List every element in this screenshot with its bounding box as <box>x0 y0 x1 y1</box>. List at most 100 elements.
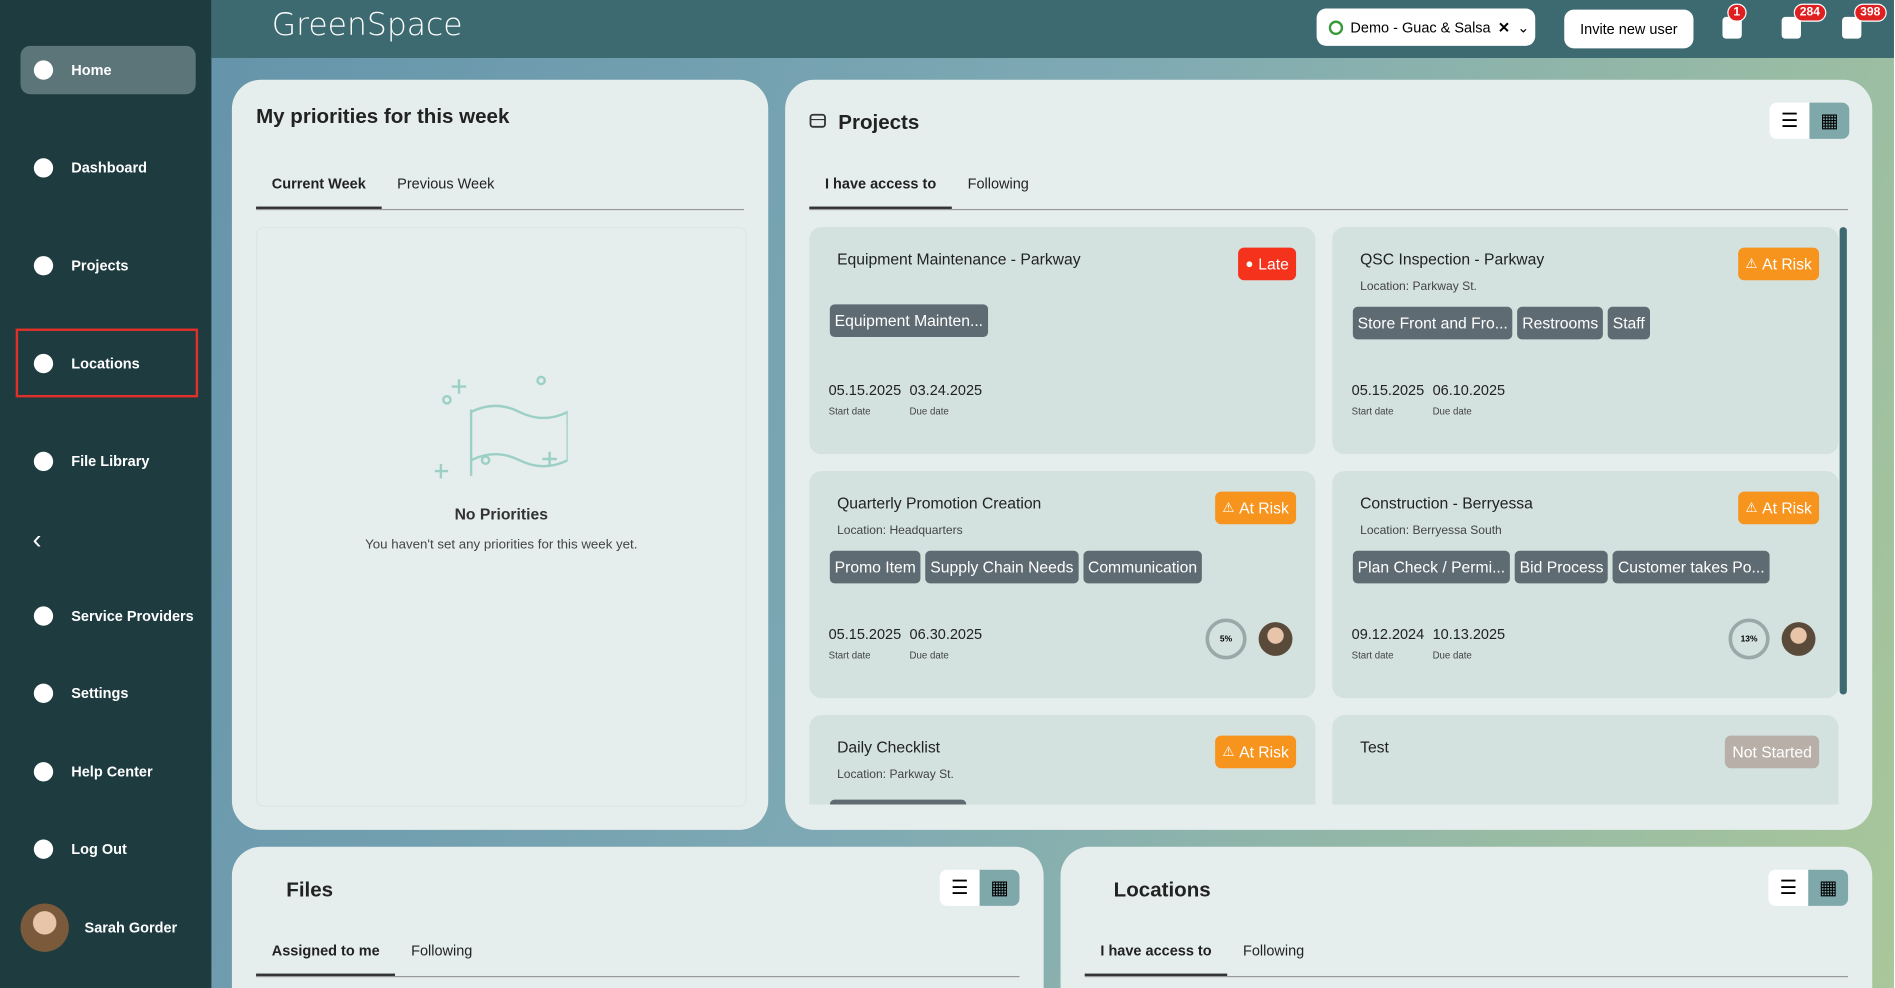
tabs: Assigned to me Following <box>256 942 1020 978</box>
date-label: Due date <box>1432 649 1472 661</box>
project-card[interactable]: Construction - Berryessa Location: Berrye… <box>1332 471 1839 699</box>
tab[interactable]: I have access to <box>1084 942 1228 976</box>
status-badge: ⚠ At Risk <box>1215 735 1297 769</box>
start-date: 09.12.2024 <box>1351 625 1425 643</box>
projects-panel: Projects ☰ ▦ I have access to Following Eq… <box>785 79 1873 830</box>
tag: Communication <box>1083 550 1202 584</box>
assignee-avatar <box>1258 622 1293 656</box>
sidebar: Home Dashboard Projects Locations File Libra… <box>0 0 212 988</box>
status-badge: ● Late <box>1238 247 1297 281</box>
panel-title: Projects <box>838 111 920 135</box>
nav-label: Dashboard <box>71 159 147 177</box>
nav-item[interactable]: Help Center <box>21 748 196 796</box>
nav-item[interactable]: File Library <box>21 437 196 485</box>
status-badge: ⚠ At Risk <box>1215 491 1297 525</box>
header-icon[interactable] <box>1722 16 1742 39</box>
nav-label: Locations <box>71 355 140 373</box>
project-card[interactable]: Daily Checklist Location: Parkway St. ⚠ At … <box>809 715 1316 805</box>
collapse[interactable]: ‹ <box>32 524 42 555</box>
panel-title: Files <box>286 878 334 902</box>
tag <box>829 799 967 805</box>
nav-label: Projects <box>71 257 129 275</box>
nav-item[interactable]: Dashboard <box>21 144 196 192</box>
status-badge: ⚠ At Risk <box>1738 247 1820 281</box>
nav-item[interactable]: Service Providers <box>21 592 196 640</box>
project-card[interactable]: Quarterly Promotion Creation Location: He… <box>809 471 1316 699</box>
nav-label: File Library <box>71 452 150 470</box>
project-card[interactable]: Equipment Maintenance - Parkway ● Late Equi… <box>809 227 1316 455</box>
start-date: 05.15.2025 <box>1351 381 1425 399</box>
tab[interactable]: Current Week <box>256 175 382 209</box>
badge: 284 <box>1793 3 1826 22</box>
selection-outline <box>15 328 199 398</box>
progress-ring: 5% <box>1205 618 1247 660</box>
tag: Equipment Mainten... <box>829 304 988 338</box>
project-cards: Equipment Maintenance - Parkway ● Late Equi… <box>785 80 1872 805</box>
tabs: Current Week Previous Week <box>256 175 745 211</box>
tab[interactable]: Following <box>1243 942 1305 960</box>
card-title: QSC Inspection - Parkway <box>1360 250 1545 269</box>
status-badge: Not Started <box>1725 735 1820 769</box>
view-toggle[interactable]: ☰ ▦ <box>1769 102 1850 139</box>
nav-item[interactable]: Home <box>20 45 196 95</box>
status-label: At Risk <box>1239 498 1289 517</box>
date-label: Start date <box>1351 649 1394 661</box>
header-icon[interactable] <box>1842 16 1862 39</box>
nav-item[interactable]: Log Out <box>21 825 196 873</box>
nav-item[interactable]: Locations <box>21 339 196 387</box>
status-label: At Risk <box>1762 254 1812 273</box>
card-location: Location: Headquarters <box>837 524 963 538</box>
due-date: 06.30.2025 <box>909 625 983 643</box>
tags: Equipment Mainten... <box>829 304 988 338</box>
panel-title: Locations <box>1113 878 1211 902</box>
user-name: Sarah Gorder <box>84 919 178 937</box>
due-date: 03.24.2025 <box>909 381 983 399</box>
header: GreenSpace Demo - Guac & Salsa ✕ ⌄ Invite … <box>211 0 1894 58</box>
tab[interactable]: I have access to <box>809 175 952 209</box>
status-badge: ⚠ At Risk <box>1738 491 1820 525</box>
assignee-avatar <box>1781 622 1816 656</box>
card-location: Location: Parkway St. <box>1360 280 1477 294</box>
tag: Restrooms <box>1517 306 1604 340</box>
tab[interactable]: Following <box>411 942 473 960</box>
project-card[interactable]: QSC Inspection - Parkway Location: Parkwa… <box>1332 227 1839 455</box>
due-date: 10.13.2025 <box>1432 625 1506 643</box>
flag-icon <box>433 375 569 479</box>
badge: 1 <box>1727 3 1747 22</box>
due-date: 06.10.2025 <box>1432 381 1506 399</box>
nav-label: Home <box>71 61 112 79</box>
nav-item[interactable]: Projects <box>21 242 196 290</box>
card-title: Construction - Berryessa <box>1360 494 1533 513</box>
scrollbar[interactable] <box>1839 227 1847 695</box>
card-title: Equipment Maintenance - Parkway <box>837 250 1081 269</box>
status-label: Not Started <box>1732 742 1812 761</box>
date-label: Start date <box>828 405 871 417</box>
project-card[interactable]: Test Not Started <box>1332 715 1839 805</box>
status-label: At Risk <box>1762 498 1812 517</box>
org-name: Demo - Guac & Salsa <box>1350 18 1491 36</box>
tag: Supply Chain Needs <box>925 550 1079 584</box>
tags: Promo Item Supply Chain Needs Communicatio… <box>829 550 1202 584</box>
nav-item[interactable]: Settings <box>21 669 196 717</box>
tab[interactable]: Previous Week <box>397 175 495 193</box>
card-title: Test <box>1360 738 1389 757</box>
tab[interactable]: Following <box>967 175 1029 193</box>
card-title: Daily Checklist <box>837 738 941 757</box>
tabs: I have access to Following <box>1084 942 1849 978</box>
invite-button[interactable]: Invite new user <box>1564 9 1694 49</box>
tag: Promo Item <box>829 550 921 584</box>
tab[interactable]: Assigned to me <box>256 942 396 976</box>
header-icon[interactable] <box>1781 16 1801 39</box>
date-label: Due date <box>1432 405 1472 417</box>
view-toggle[interactable]: ☰ ▦ <box>1768 869 1849 906</box>
view-toggle[interactable]: ☰ ▦ <box>939 869 1020 906</box>
empty-state: No Priorities You haven't set any priori… <box>256 227 747 807</box>
nav-label: Help Center <box>71 763 153 781</box>
org-select[interactable]: Demo - Guac & Salsa ✕ ⌄ <box>1316 8 1536 46</box>
tabs: I have access to Following <box>809 175 1849 211</box>
tags: Plan Check / Permi... Bid Process Customer… <box>1352 550 1770 584</box>
empty-title: No Priorities <box>454 504 548 524</box>
date-label: Start date <box>1351 405 1394 417</box>
